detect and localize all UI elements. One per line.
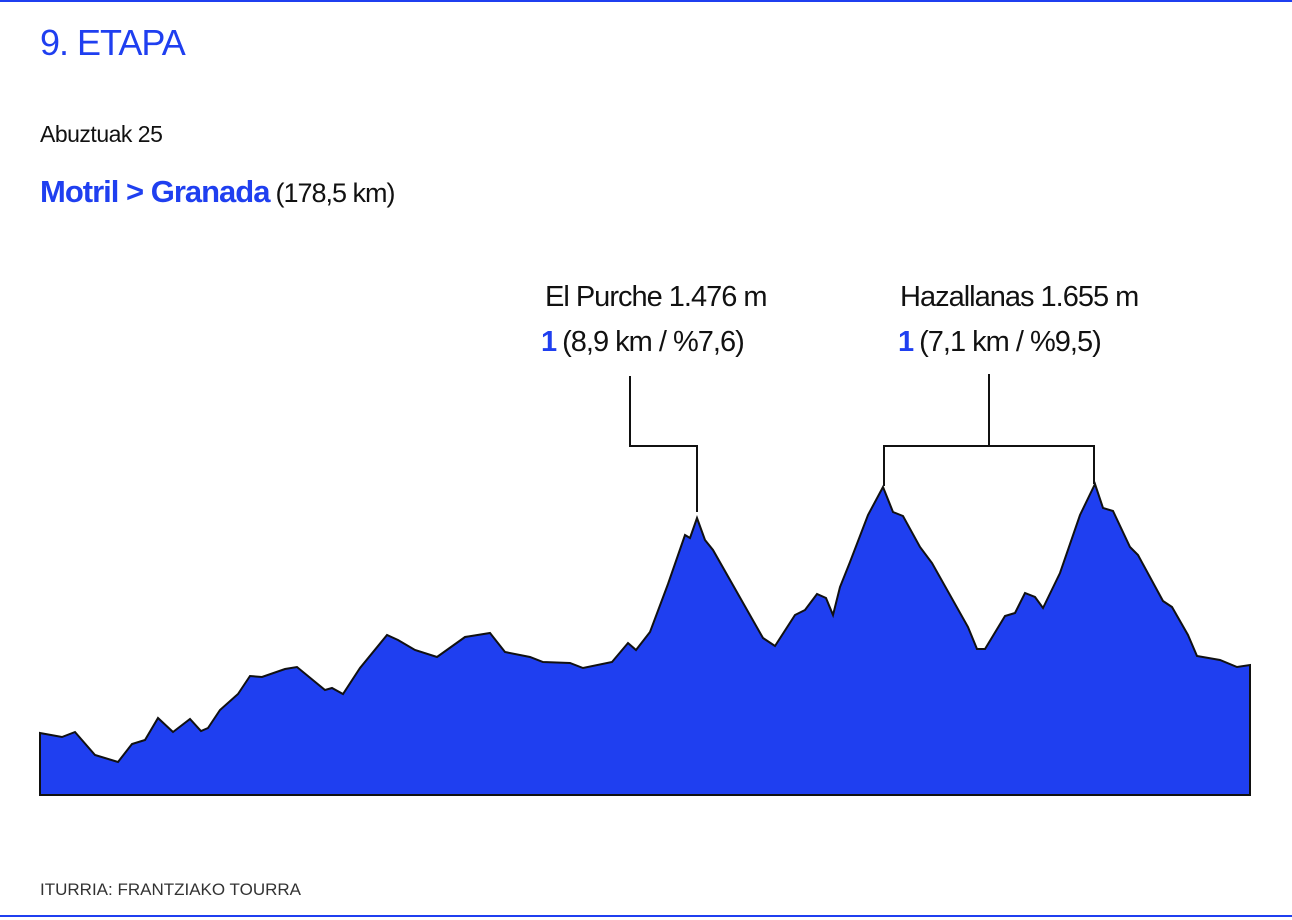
route-line: Motril > Granada (178,5 km) bbox=[40, 174, 395, 209]
climb-info: 1 (8,9 km / %7,6) bbox=[541, 326, 744, 358]
route: Motril > Granada bbox=[40, 174, 271, 209]
leader-line bbox=[629, 376, 698, 512]
climb-detail: (7,1 km / %9,5) bbox=[919, 326, 1101, 358]
climb-name: El Purche 1.476 m bbox=[545, 281, 767, 313]
climb-name: Hazallanas 1.655 m bbox=[900, 281, 1138, 313]
climb-detail: (8,9 km / %7,6) bbox=[562, 326, 744, 358]
climb-category: 1 bbox=[898, 326, 914, 358]
leader-line bbox=[883, 445, 1095, 486]
climb-category: 1 bbox=[541, 326, 557, 358]
title: 9. ETAPA bbox=[40, 22, 186, 63]
elevation-profile bbox=[39, 481, 1251, 796]
date: Abuztuak 25 bbox=[40, 121, 162, 147]
distance: (178,5 km) bbox=[275, 178, 394, 208]
source: ITURRIA: FRANTZIAKO TOURRA bbox=[40, 880, 302, 899]
climb-info: 1 (7,1 km / %9,5) bbox=[898, 326, 1101, 358]
